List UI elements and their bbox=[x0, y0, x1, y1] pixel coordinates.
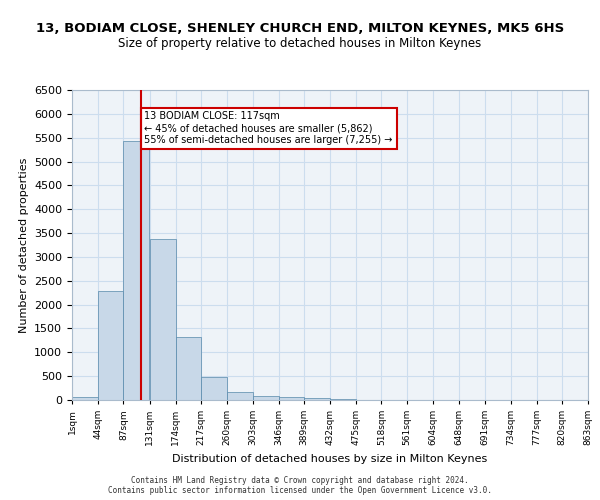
Bar bbox=[304, 398, 330, 400]
Bar bbox=[227, 392, 253, 400]
Bar bbox=[278, 397, 304, 400]
Y-axis label: Number of detached properties: Number of detached properties bbox=[19, 158, 29, 332]
Text: Size of property relative to detached houses in Milton Keynes: Size of property relative to detached ho… bbox=[118, 38, 482, 51]
Bar bbox=[72, 396, 98, 400]
Bar bbox=[124, 141, 149, 400]
Bar bbox=[201, 377, 227, 400]
Text: 13 BODIAM CLOSE: 117sqm
← 45% of detached houses are smaller (5,862)
55% of semi: 13 BODIAM CLOSE: 117sqm ← 45% of detache… bbox=[145, 112, 393, 144]
Bar bbox=[150, 239, 176, 400]
Bar bbox=[98, 292, 124, 400]
Bar bbox=[176, 337, 201, 400]
X-axis label: Distribution of detached houses by size in Milton Keynes: Distribution of detached houses by size … bbox=[172, 454, 488, 464]
Text: Contains HM Land Registry data © Crown copyright and database right 2024.
Contai: Contains HM Land Registry data © Crown c… bbox=[108, 476, 492, 495]
Bar bbox=[253, 396, 278, 400]
Bar bbox=[330, 399, 356, 400]
Text: 13, BODIAM CLOSE, SHENLEY CHURCH END, MILTON KEYNES, MK5 6HS: 13, BODIAM CLOSE, SHENLEY CHURCH END, MI… bbox=[36, 22, 564, 36]
